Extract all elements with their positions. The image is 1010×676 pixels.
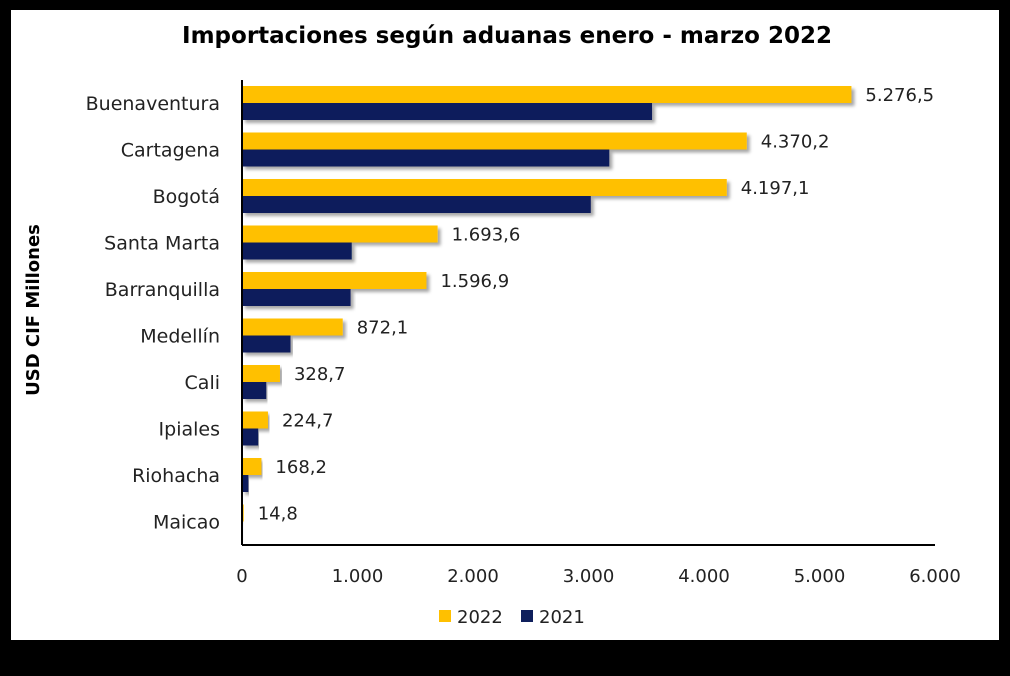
x-tick-label: 2.000 — [447, 566, 499, 587]
category-label: Cartagena — [121, 140, 220, 162]
bar-2021-riohacha — [242, 475, 249, 492]
x-tick-labels: 0 1.000 2.000 3.000 4.000 5.000 6.000 — [236, 566, 960, 587]
bar-2021-barranquilla — [242, 289, 351, 306]
x-tick-label: 6.000 — [909, 566, 961, 587]
bar-2022-bogotá — [242, 179, 727, 196]
category-label: Ipiales — [159, 419, 220, 441]
data-label: 14,8 — [258, 504, 298, 525]
category-label: Buenaventura — [86, 93, 220, 115]
bars-group — [242, 86, 852, 539]
bar-2022-buenaventura — [242, 86, 852, 103]
category-label: Riohacha — [132, 465, 220, 487]
chart-panel: Importaciones según aduanas enero - marz… — [11, 10, 999, 640]
bar-2022-santa-marta — [242, 225, 438, 243]
bar-2022-cartagena — [242, 132, 747, 150]
category-label: Santa Marta — [104, 233, 220, 255]
chart-title: Importaciones según aduanas enero - marz… — [182, 23, 832, 49]
bar-2021-bogotá — [242, 196, 591, 213]
axes — [241, 80, 935, 546]
category-label: Bogotá — [153, 186, 220, 208]
x-tick-label: 3.000 — [563, 566, 615, 587]
bar-2021-medellín — [242, 335, 291, 353]
data-label: 224,7 — [282, 411, 334, 432]
bar-2021-ipiales — [242, 428, 259, 446]
bar-2021-santa-marta — [242, 242, 352, 260]
legend-label-2021: 2021 — [539, 607, 585, 628]
data-label: 168,2 — [275, 457, 327, 478]
y-axis-title: USD CIF Millones — [23, 224, 44, 396]
category-label: Barranquilla — [105, 279, 220, 301]
x-tick-label: 1.000 — [332, 566, 384, 587]
legend-swatch-2022 — [439, 610, 451, 622]
legend: 2022 2021 — [439, 607, 585, 628]
bar-2022-riohacha — [242, 458, 262, 475]
data-labels: 5.276,5 4.370,2 4.197,1 1.693,6 1.596,9 872,1… — [258, 85, 934, 525]
bar-chart: Importaciones según aduanas enero - marz… — [23, 23, 961, 628]
category-labels: Buenaventura Cartagena Bogotá Santa Marta Ba… — [86, 93, 220, 534]
data-label: 1.596,9 — [440, 271, 509, 292]
data-label: 4.370,2 — [761, 132, 830, 153]
bar-2022-barranquilla — [242, 272, 427, 289]
x-tick-label: 0 — [236, 566, 247, 587]
bar-2022-medellín — [242, 318, 343, 336]
x-tick-label: 4.000 — [678, 566, 730, 587]
legend-label-2022: 2022 — [457, 607, 503, 628]
bar-2021-cartagena — [242, 149, 610, 167]
bar-2022-ipiales — [242, 411, 268, 429]
category-label: Cali — [185, 372, 220, 394]
bar-2021-buenaventura — [242, 103, 653, 120]
bar-2021-cali — [242, 382, 267, 399]
data-label: 1.693,6 — [452, 225, 521, 246]
bar-2022-cali — [242, 365, 280, 382]
category-label: Maicao — [153, 512, 220, 534]
x-tick-label: 5.000 — [794, 566, 846, 587]
legend-swatch-2021 — [521, 610, 533, 622]
data-label: 5.276,5 — [865, 85, 934, 106]
category-label: Medellín — [140, 326, 220, 348]
data-label: 872,1 — [357, 318, 409, 339]
data-label: 328,7 — [294, 364, 346, 385]
data-label: 4.197,1 — [741, 178, 810, 199]
